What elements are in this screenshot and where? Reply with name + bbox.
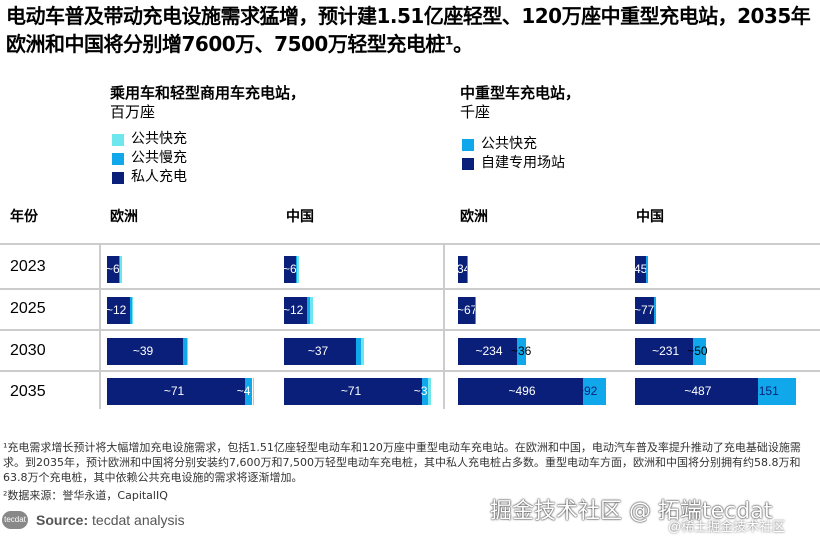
bar-segment [421,378,428,405]
footnote-1: ¹充电需求增长预计将大幅增加充电设施需求，包括1.51亿座轻型电动车和120万座… [3,441,801,484]
divider [0,243,820,245]
hdv-legend: 公共快充 自建专用场站 [462,135,565,173]
data-label: ~151 [751,384,779,398]
bar-segment [458,378,583,405]
bar-segment [516,338,527,365]
bar-segment [244,378,253,405]
year-label: 2023 [10,258,46,275]
col-hdv-europe: 欧洲 [460,209,488,225]
divider [0,370,820,372]
col-hdv-china: 中国 [636,209,664,225]
bar-segment [130,297,132,324]
row-header: 年份 [10,209,38,225]
data-label: ~12 [283,303,304,317]
divider [99,244,101,409]
bar-segment [284,297,308,324]
data-label: ~92 [576,384,598,398]
hdv-section-header: 中重型车充电站， 千座 [460,84,580,122]
bar-segment [107,256,119,283]
data-label: ~6 [283,262,297,276]
bar-segment [252,378,255,405]
watermark-sub: @稀土掘金技术社区 [668,519,786,534]
hdv-title: 中重型车充电站， [460,84,581,102]
bar-segment [693,338,706,365]
bar-segment [118,256,121,283]
data-label: ~71 [340,384,362,398]
data-label: ~3 [413,384,428,398]
bar-segment [186,338,189,365]
ldv-legend: 公共快充 公共慢充 私人充电 [112,130,187,187]
bar-segment [360,338,364,365]
legend-item: 自建专用场站 [462,154,565,173]
page-title: 电动车普及带动充电设施需求猛增，预计建1.51亿座轻型、120万座中重型充电站，… [6,4,811,56]
data-label: ~36 [510,344,532,358]
legend-item: 私人充电 [112,168,187,187]
data-label: ~234 [475,344,503,358]
legend-item: 公共快充 [462,135,565,154]
data-label: ~6 [106,262,120,276]
bar-segment [458,256,467,283]
ldv-section-header: 乘用车和轻型商用车充电站， 百万座 [110,84,305,122]
bar-segment [107,378,245,405]
bar-segment [310,297,313,324]
data-label: ~77 [634,303,655,317]
year-label: 2030 [10,342,46,359]
bar-segment [120,256,122,283]
bar-segment [635,256,647,283]
data-label: ~71 [163,384,185,398]
tecdat-logo: tecdat [2,511,28,529]
watermark: 掘金技术社区 @ 拓端tecdat [490,499,773,524]
source-line: Source: tecdat analysis [36,512,185,528]
data-label: ~231 [652,344,680,358]
bar-segment [582,378,607,405]
bar-segment [307,297,311,324]
divider [0,288,820,290]
year-label: 2035 [10,383,46,400]
bar-segment [131,297,134,324]
data-label: ~487 [684,384,712,398]
hdv-unit: 千座 [460,103,491,121]
bar-segment [427,378,432,405]
col-ldv-europe: 欧洲 [110,209,138,225]
col-ldv-china: 中国 [286,209,314,225]
ldv-title: 乘用车和轻型商用车充电站， [110,84,306,102]
data-label: ~4 [236,384,251,398]
data-label: 34 [457,262,471,276]
data-label: ~37 [307,344,329,358]
ldv-unit: 百万座 [110,103,156,121]
footnote-2: ²数据来源：誉华永道，CapitalIQ [3,489,168,502]
footnotes: ¹充电需求增长预计将大幅增加充电设施需求，包括1.51亿座轻型电动车和120万座… [3,440,818,503]
bar-segment [284,338,356,365]
bar-segment [646,256,648,283]
bar-segment [297,256,300,283]
data-label: ~496 [508,384,536,398]
data-label: ~12 [106,303,127,317]
legend-item: 公共快充 [112,130,187,149]
bar-segment [474,297,477,324]
data-label: 45 [634,262,648,276]
data-label: ~67 [457,303,478,317]
year-label: 2025 [10,300,46,317]
bar-segment [635,338,694,365]
bar-segment [458,338,517,365]
bar-segment [107,338,183,365]
bar-segment [458,297,475,324]
bar-segment [654,297,656,324]
bar-segment [635,297,655,324]
bar-segment [757,378,796,405]
divider [0,329,820,331]
bar-segment [635,378,758,405]
bar-segment [182,338,187,365]
legend-item: 公共慢充 [112,149,187,168]
bar-segment [295,256,298,283]
bar-segment [107,297,131,324]
bar-segment [284,256,296,283]
data-label: ~50 [687,344,708,358]
bar-segment [466,256,469,283]
bar-segment [355,338,361,365]
divider [443,244,445,409]
bar-segment [284,378,422,405]
data-label: ~39 [132,344,154,358]
